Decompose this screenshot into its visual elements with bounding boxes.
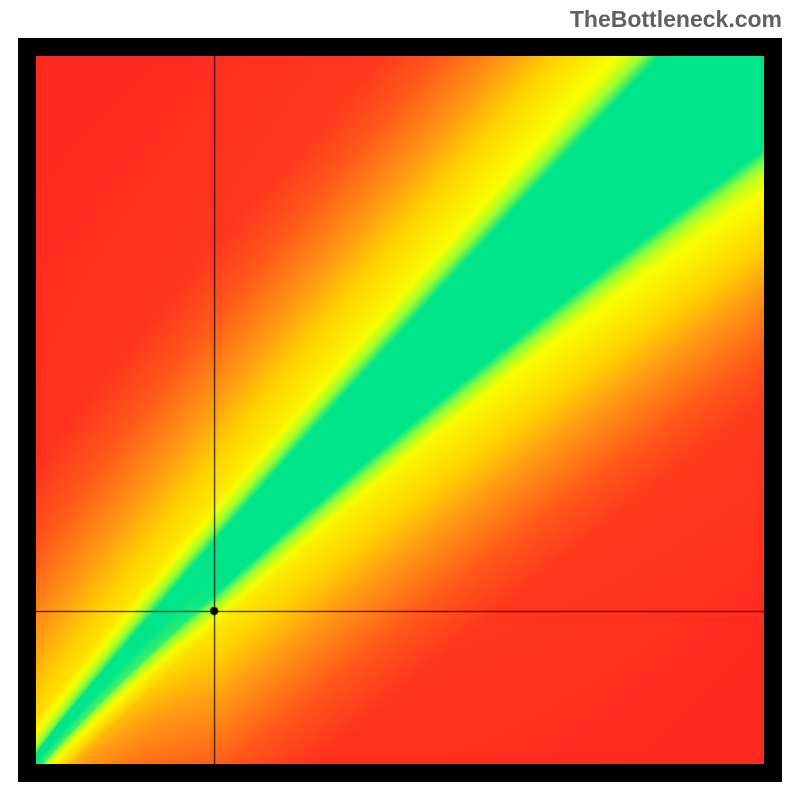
chart-frame [18, 38, 782, 782]
heatmap-canvas [36, 56, 764, 764]
watermark-text: TheBottleneck.com [570, 6, 782, 33]
plot-area [36, 56, 764, 764]
chart-container: TheBottleneck.com [0, 0, 800, 800]
